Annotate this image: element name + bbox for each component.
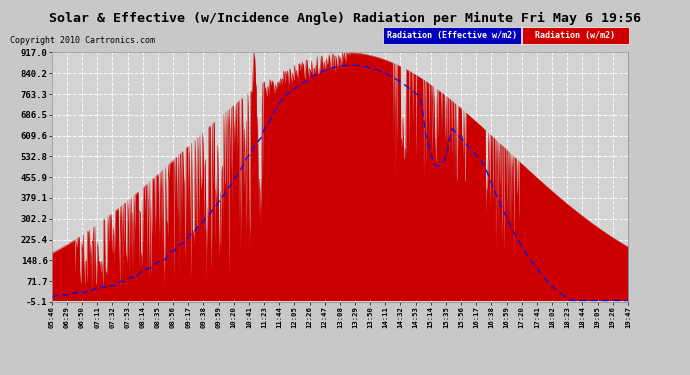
Text: Radiation (Effective w/m2): Radiation (Effective w/m2) xyxy=(387,31,517,40)
Text: Radiation (w/m2): Radiation (w/m2) xyxy=(535,31,615,40)
Text: Solar & Effective (w/Incidence Angle) Radiation per Minute Fri May 6 19:56: Solar & Effective (w/Incidence Angle) Ra… xyxy=(49,12,641,25)
Text: Copyright 2010 Cartronics.com: Copyright 2010 Cartronics.com xyxy=(10,36,155,45)
